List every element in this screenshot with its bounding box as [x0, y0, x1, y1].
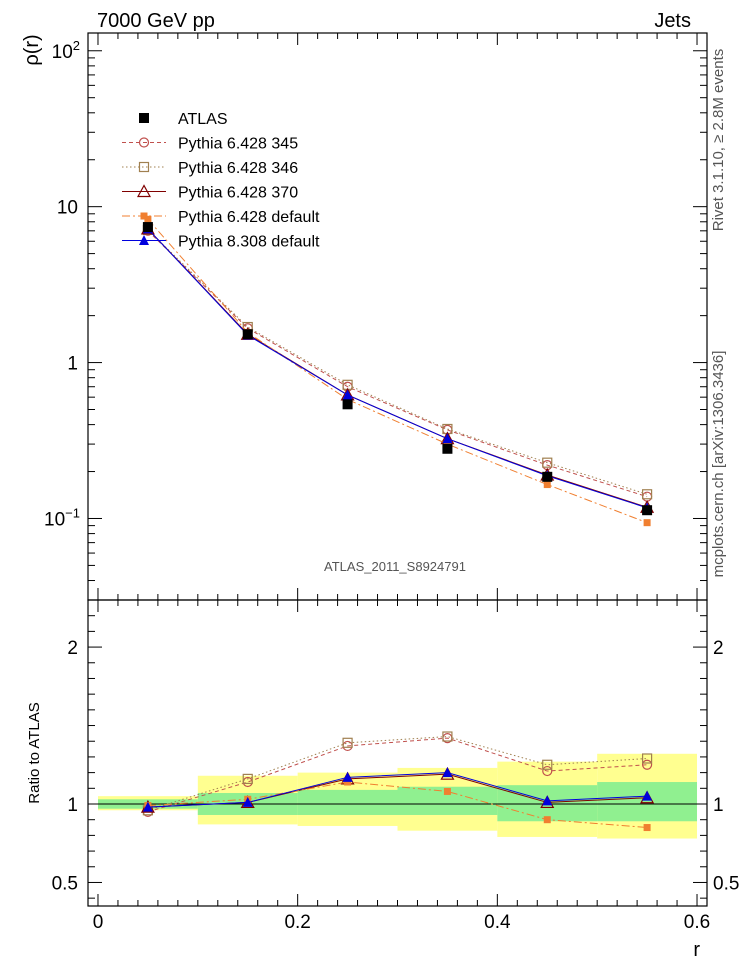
ratio-y-tick-label-left: 0.5 [52, 873, 78, 894]
ratio-point [242, 773, 253, 784]
legend: ATLAS Pythia 6.428 345 Pythia 6.428 346 Pyt… [122, 111, 320, 251]
series-p6def-main [144, 215, 651, 527]
legend-entry-label: Pythia 8.308 default [178, 234, 320, 251]
ratio-point [442, 767, 453, 778]
ratio-point [542, 759, 553, 770]
x-tick-label: 0.2 [284, 912, 310, 933]
ratio-point [643, 824, 651, 832]
series-line-ratio [147, 772, 648, 808]
ratio-point [641, 753, 653, 764]
data-point [542, 457, 553, 468]
series-line-main [147, 228, 648, 509]
mcplots-label: mcplots.cern.ch [arXiv:1306.3436] [710, 351, 727, 578]
series-atlas-main [142, 222, 653, 516]
series-line-main [147, 228, 648, 508]
ratio-y-tick-label-left: 2 [67, 638, 78, 659]
ratio-point [542, 795, 553, 806]
series-p346-ratio [142, 731, 653, 816]
legend-marker [138, 161, 150, 173]
data-point [142, 222, 153, 233]
legend-entry-label: Pythia 6.428 346 [178, 160, 298, 177]
series-p8def-main [142, 223, 653, 513]
data-point [643, 519, 651, 527]
data-point [543, 481, 551, 489]
ratio-y-tick-label-right: 2 [713, 638, 724, 659]
analysis-watermark: ATLAS_2011_S8924791 [324, 559, 466, 574]
ratio-point [342, 737, 353, 748]
data-point [242, 329, 253, 340]
legend-entry-label: Pythia 6.428 370 [178, 185, 298, 202]
main-y-tick-label: 102 [52, 38, 80, 63]
data-point [641, 489, 653, 500]
data-point [144, 215, 152, 223]
ratio-point [344, 778, 352, 786]
ratio-plot-frame [87, 599, 708, 907]
ratio-y-tick-label-right: 0.5 [713, 873, 739, 894]
legend-marker [136, 184, 152, 198]
legend-marker [138, 137, 150, 148]
data-point [442, 433, 453, 444]
series-line-ratio [147, 781, 648, 829]
x-tick-label: 0 [93, 912, 104, 933]
series-p8def-ratio [142, 767, 653, 812]
ratio-point [142, 801, 153, 812]
ratio-point [442, 731, 453, 742]
ratio-point [543, 816, 551, 824]
data-point [342, 389, 353, 400]
ratio-band-inner-bin [297, 789, 398, 815]
main-y-tick-label: 10 [57, 198, 78, 219]
ratio-point [443, 787, 451, 795]
series-line-main [147, 218, 648, 524]
ratio-y-tick-label-right: 1 [713, 795, 724, 816]
ratio-point [642, 790, 653, 801]
legend-entry-label: ATLAS [178, 111, 228, 128]
chart-elements: 0 0.2 0.4 0.6 10−1 1 10 102 0.5 0.5 1 1 2 2 ATLAS Pythi… [44, 32, 739, 933]
series-line-main [147, 229, 648, 495]
series-line-ratio [147, 737, 648, 813]
legend-marker [139, 113, 149, 123]
main-y-tick-label: 10−1 [44, 505, 80, 530]
series-line-main [147, 230, 648, 498]
series-line-ratio [147, 736, 648, 811]
legend-entry-label: Pythia 6.428 default [178, 209, 320, 226]
series-p370-main [140, 221, 655, 513]
ratio-point [242, 796, 253, 807]
ratio-point [542, 765, 553, 777]
series-p346-main [142, 224, 653, 500]
header-right-label: Jets [654, 10, 691, 32]
data-point [442, 443, 453, 454]
x-axis-label: r [693, 939, 700, 961]
ratio-y-tick-label-left: 1 [67, 795, 78, 816]
series-p345-main [142, 225, 653, 502]
x-tick-label: 0.6 [684, 912, 710, 933]
data-point [342, 399, 353, 410]
header-left-label: 7000 GeV pp [97, 10, 215, 32]
x-tick-label: 0.4 [484, 912, 511, 933]
legend-entry-label: Pythia 6.428 345 [178, 136, 298, 153]
main-y-tick-label: 1 [67, 354, 78, 375]
legend-marker [140, 212, 148, 220]
ratio-point [641, 759, 653, 770]
ratio-y-axis-label: Ratio to ATLAS [26, 702, 43, 803]
main-y-axis-label: ρ(r) [21, 34, 43, 65]
data-point [542, 471, 553, 482]
legend-marker [139, 235, 149, 245]
ratio-point [342, 771, 353, 782]
data-point [642, 505, 653, 516]
ratio-band-inner-bin [597, 782, 698, 822]
rivet-version-label: Rivet 3.1.10, ≥ 2.8M events [710, 49, 727, 232]
